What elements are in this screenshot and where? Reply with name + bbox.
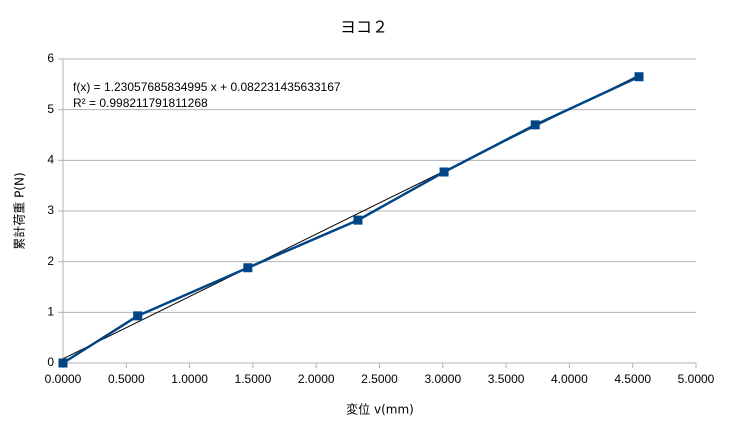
x-tick-label: 5.0000 xyxy=(678,372,715,386)
x-tick-label: 0.5000 xyxy=(108,372,145,386)
data-point xyxy=(634,72,644,82)
data-point xyxy=(133,311,143,321)
x-tick-label: 4.0000 xyxy=(551,372,588,386)
y-tick-label: 5 xyxy=(47,102,54,116)
x-tick-label: 0.0000 xyxy=(45,372,82,386)
data-point xyxy=(353,215,363,225)
y-tick-label: 0 xyxy=(47,355,54,369)
trendline-equation: f(x) = 1.23057685834995 x + 0.0822314356… xyxy=(73,80,341,94)
x-tick-label: 1.0000 xyxy=(171,372,208,386)
data-point xyxy=(530,120,540,130)
x-tick-label: 2.5000 xyxy=(361,372,398,386)
y-axis-title: 累計荷重 P(N) xyxy=(12,172,27,249)
data-point xyxy=(58,358,68,368)
x-tick-label: 3.5000 xyxy=(488,372,525,386)
y-tick-label: 3 xyxy=(47,203,54,217)
chart-title: ヨコ２ xyxy=(340,18,388,37)
x-tick-label: 1.5000 xyxy=(235,372,272,386)
data-point xyxy=(439,167,449,177)
y-tick-label: 6 xyxy=(47,51,54,65)
y-tick-label: 2 xyxy=(47,254,54,268)
y-tick-label: 4 xyxy=(47,153,54,167)
x-axis-title: 変位 v(mm) xyxy=(346,402,414,417)
trendline-r2: R² = 0.998211791811268 xyxy=(73,96,208,110)
x-tick-label: 2.0000 xyxy=(298,372,335,386)
y-tick-label: 1 xyxy=(47,305,54,319)
data-point xyxy=(243,263,253,273)
x-tick-label: 4.5000 xyxy=(614,372,651,386)
x-tick-label: 3.0000 xyxy=(424,372,461,386)
